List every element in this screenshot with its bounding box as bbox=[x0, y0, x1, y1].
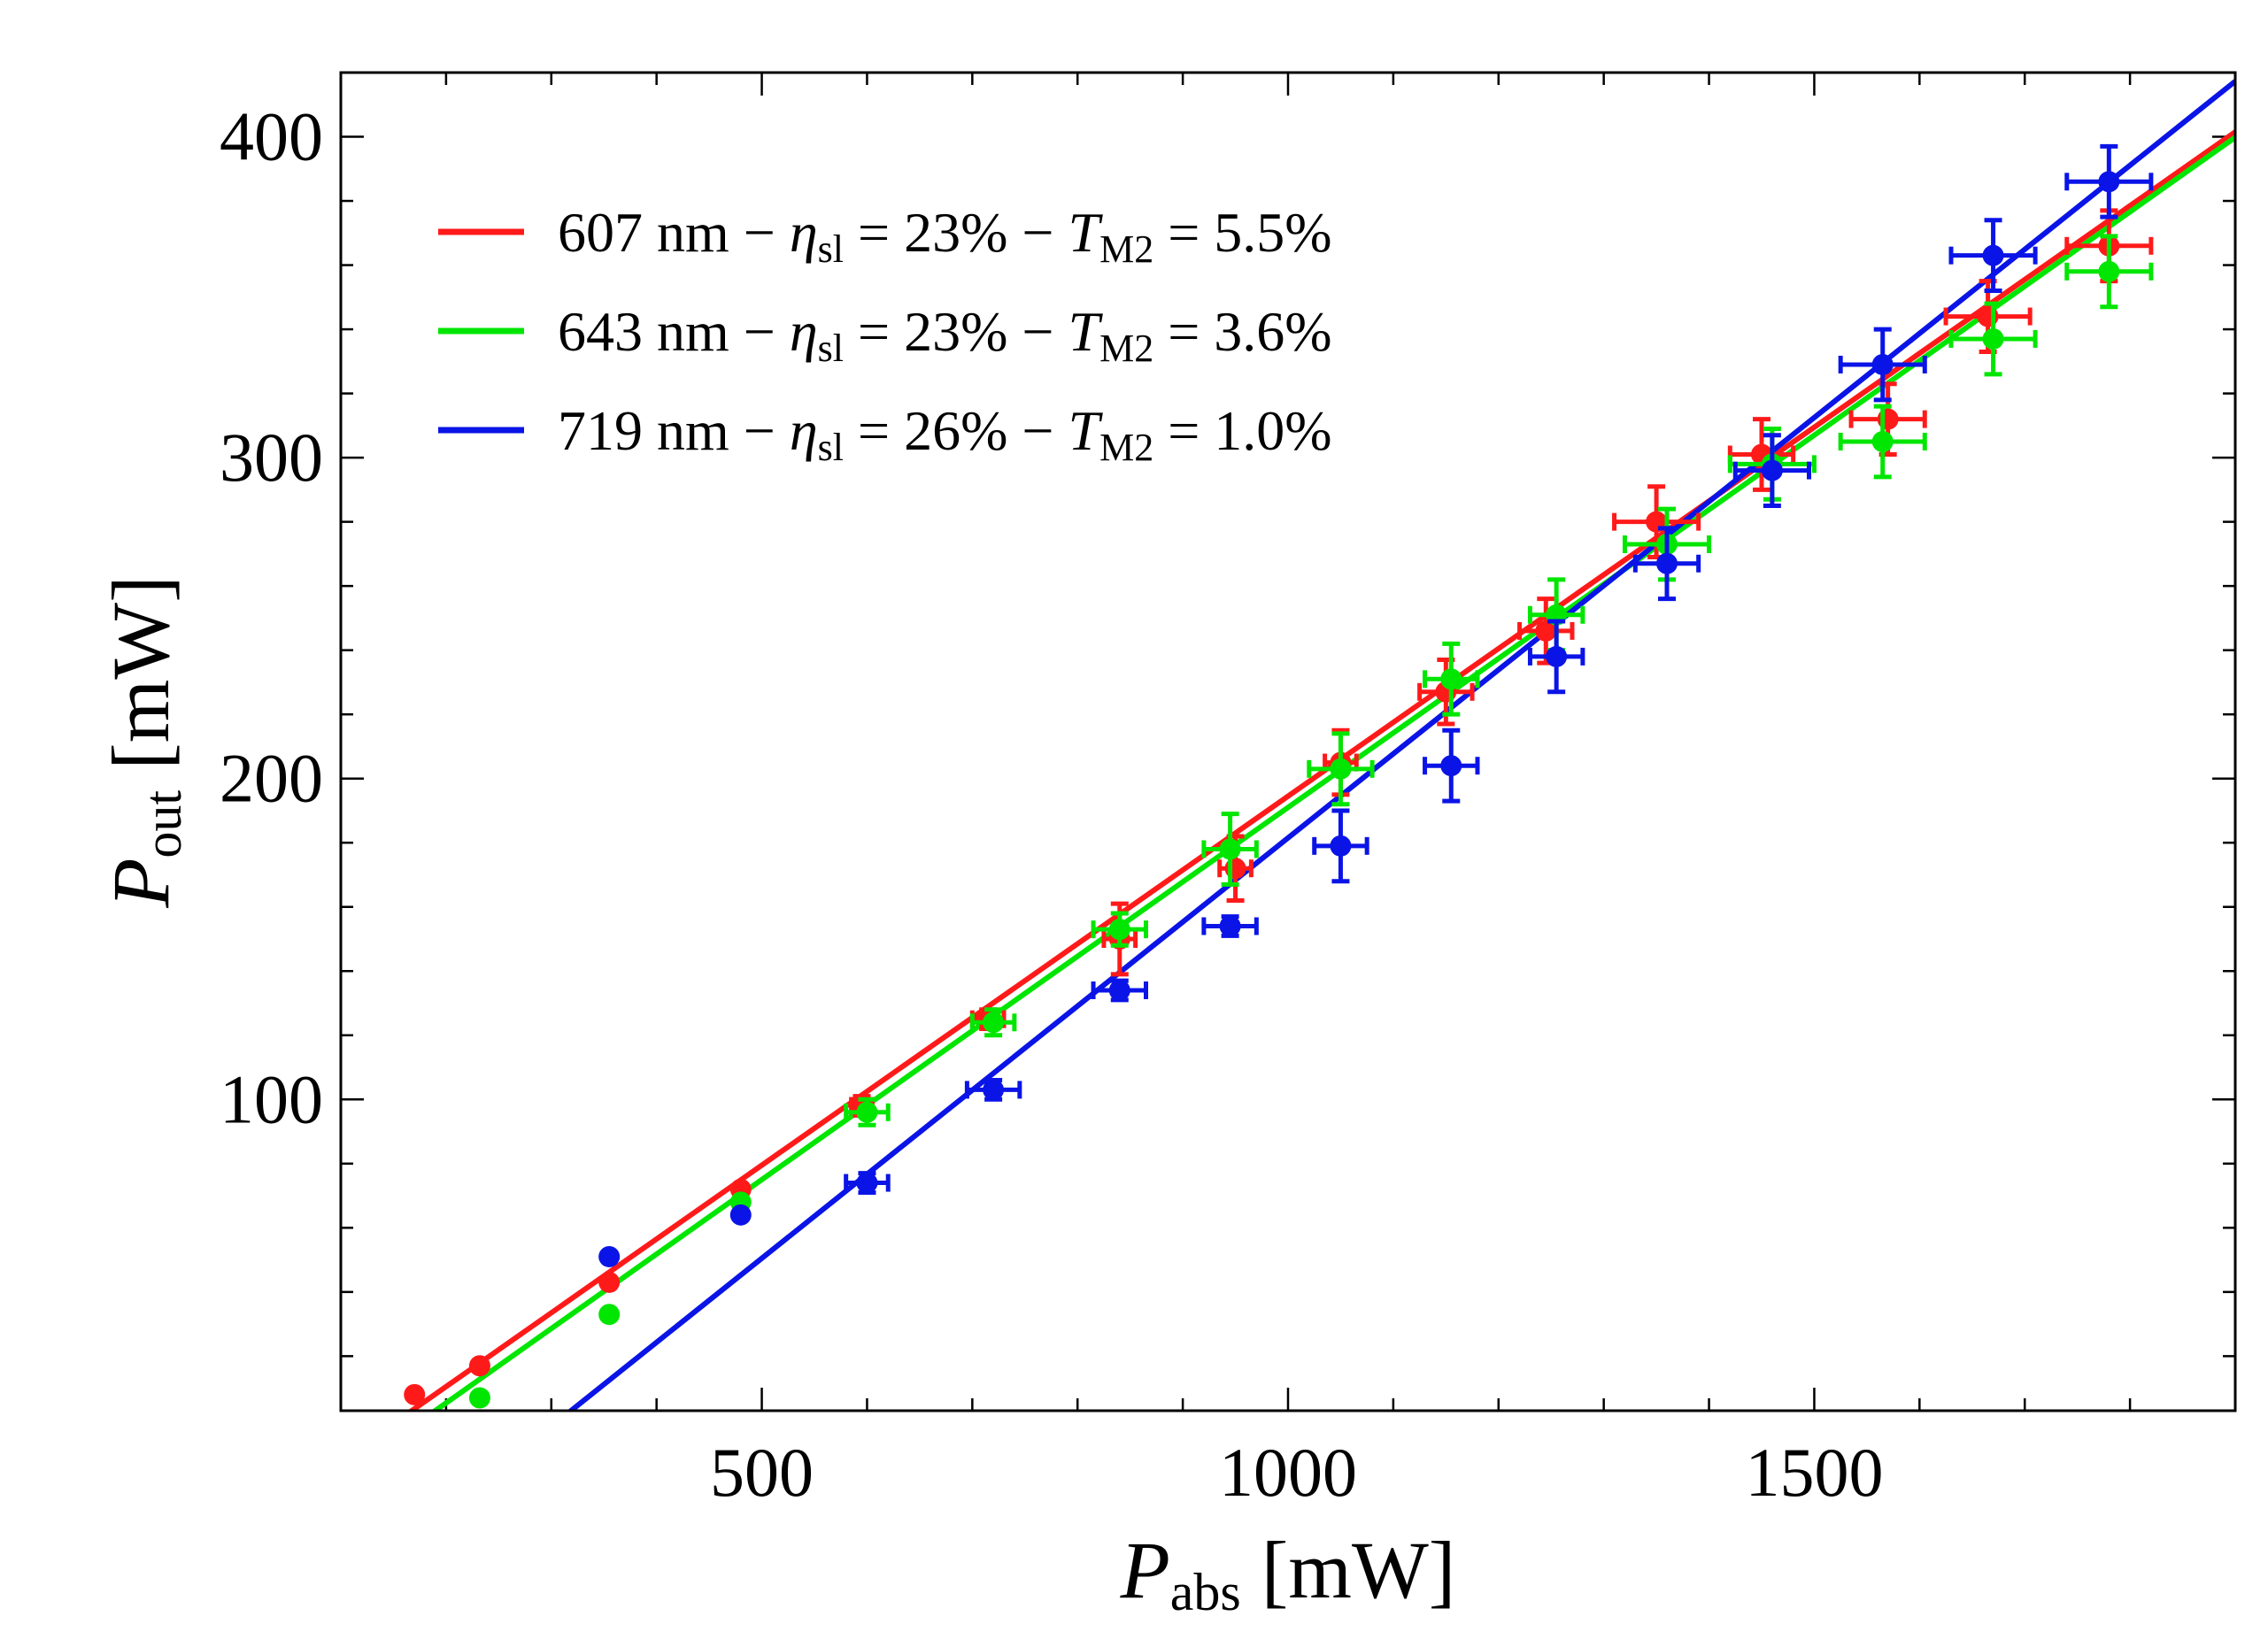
legend-label: 607 nm − ηsl = 23% − TM2 = 5.5% bbox=[558, 201, 1332, 271]
data-point-643-nm bbox=[1948, 301, 2038, 377]
y-axis-label-unit: [mW] bbox=[96, 575, 186, 770]
data-point-719-nm bbox=[1632, 526, 1701, 602]
marker bbox=[1535, 620, 1557, 642]
x-axis-label-sub: abs bbox=[1170, 1563, 1241, 1621]
marker bbox=[1330, 835, 1352, 857]
marker bbox=[2098, 260, 2120, 282]
axis-ticks bbox=[339, 71, 2237, 1411]
marker bbox=[1871, 430, 1894, 452]
marker bbox=[1440, 755, 1462, 777]
data-point-607-nm bbox=[598, 1271, 621, 1293]
data-point-607-nm bbox=[404, 1383, 426, 1405]
data-point-719-nm bbox=[844, 1171, 891, 1195]
marker bbox=[1656, 552, 1678, 574]
marker bbox=[404, 1383, 426, 1405]
marker bbox=[1108, 919, 1130, 941]
x-tick-label: 1500 bbox=[1745, 1434, 1883, 1511]
marker bbox=[598, 1271, 621, 1293]
legend: 607 nm − ηsl = 23% − TM2 = 5.5% 643 nm − … bbox=[438, 201, 1332, 469]
data-point-643-nm bbox=[1307, 731, 1375, 807]
marker bbox=[1546, 645, 1568, 667]
data-point-643-nm bbox=[844, 1097, 891, 1128]
data-point-719-nm bbox=[1948, 218, 2038, 294]
marker bbox=[1440, 668, 1462, 690]
marker bbox=[983, 1012, 1005, 1034]
x-tick-label: 500 bbox=[710, 1434, 814, 1511]
data-point-643-nm bbox=[1091, 911, 1148, 948]
legend-label: 719 nm − ηsl = 26% − TM2 = 1.0% bbox=[558, 399, 1332, 469]
data-point-643-nm bbox=[1838, 404, 1927, 480]
fit-line-643-nm bbox=[430, 135, 2235, 1411]
marker bbox=[598, 1304, 621, 1326]
data-point-643-nm bbox=[1201, 812, 1259, 887]
data-point-643-nm bbox=[1423, 641, 1480, 717]
tick-labels: 500 1000 1500 100 200 300 400 bbox=[220, 98, 1883, 1511]
y-axis-label-sub: out bbox=[134, 790, 192, 858]
marker bbox=[1219, 838, 1241, 860]
marker bbox=[1982, 327, 2004, 350]
data-point-719-nm bbox=[1527, 619, 1585, 695]
x-axis-label: Pabs [mW] bbox=[1120, 1525, 1456, 1621]
y-axis-label: Pout [mW] bbox=[96, 575, 192, 909]
legend-entry-643-nm: 643 nm − ηsl = 23% − TM2 = 3.6% bbox=[438, 300, 1332, 370]
fit-line-719-nm bbox=[567, 79, 2235, 1411]
data-point-607-nm bbox=[468, 1355, 490, 1377]
marker bbox=[1330, 758, 1352, 780]
marker bbox=[1871, 353, 1894, 375]
legend-label: 643 nm − ηsl = 23% − TM2 = 3.6% bbox=[558, 300, 1332, 370]
data-point-719-nm bbox=[1423, 727, 1480, 804]
data-point-643-nm bbox=[468, 1387, 490, 1409]
marker bbox=[598, 1245, 621, 1267]
y-tick-label: 400 bbox=[220, 98, 323, 175]
legend-entry-719-nm: 719 nm − ηsl = 26% − TM2 = 1.0% bbox=[438, 399, 1332, 469]
data-point-719-nm bbox=[1732, 433, 1811, 508]
y-tick-label: 300 bbox=[220, 419, 323, 496]
y-tick-label: 200 bbox=[220, 740, 323, 817]
data-point-719-nm bbox=[2064, 143, 2154, 219]
y-tick-label: 100 bbox=[220, 1060, 323, 1137]
marker bbox=[856, 1172, 878, 1194]
marker bbox=[729, 1204, 752, 1226]
data-point-643-nm bbox=[598, 1304, 621, 1326]
x-tick-label: 1000 bbox=[1219, 1434, 1357, 1511]
fit-line-607-nm bbox=[406, 129, 2235, 1411]
marker bbox=[2098, 171, 2120, 193]
legend-entry-607-nm: 607 nm − ηsl = 23% − TM2 = 5.5% bbox=[438, 201, 1332, 271]
fit-lines bbox=[406, 79, 2235, 1411]
marker bbox=[468, 1387, 490, 1409]
data-point-719-nm bbox=[1838, 327, 1927, 403]
plot-frame bbox=[339, 71, 2237, 1412]
marker bbox=[983, 1079, 1005, 1101]
marker bbox=[1982, 244, 2004, 266]
x-axis-label-main: P bbox=[1120, 1525, 1170, 1615]
data-point-719-nm bbox=[964, 1078, 1022, 1102]
data-point-643-nm bbox=[2064, 234, 2154, 310]
data-point-719-nm bbox=[1312, 808, 1369, 884]
data-point-719-nm bbox=[1201, 914, 1259, 938]
marker bbox=[1219, 915, 1241, 937]
data-point-719-nm bbox=[1091, 978, 1148, 1003]
x-axis-label-unit: [mW] bbox=[1261, 1525, 1456, 1615]
data-points bbox=[404, 143, 2154, 1409]
data-point-719-nm bbox=[598, 1245, 621, 1267]
data-point-643-nm bbox=[969, 1007, 1017, 1038]
data-point-719-nm bbox=[729, 1204, 752, 1226]
y-axis-label-main: P bbox=[96, 858, 186, 909]
marker bbox=[1108, 980, 1130, 1002]
marker bbox=[856, 1101, 878, 1123]
marker bbox=[468, 1355, 490, 1377]
marker bbox=[1761, 459, 1783, 481]
